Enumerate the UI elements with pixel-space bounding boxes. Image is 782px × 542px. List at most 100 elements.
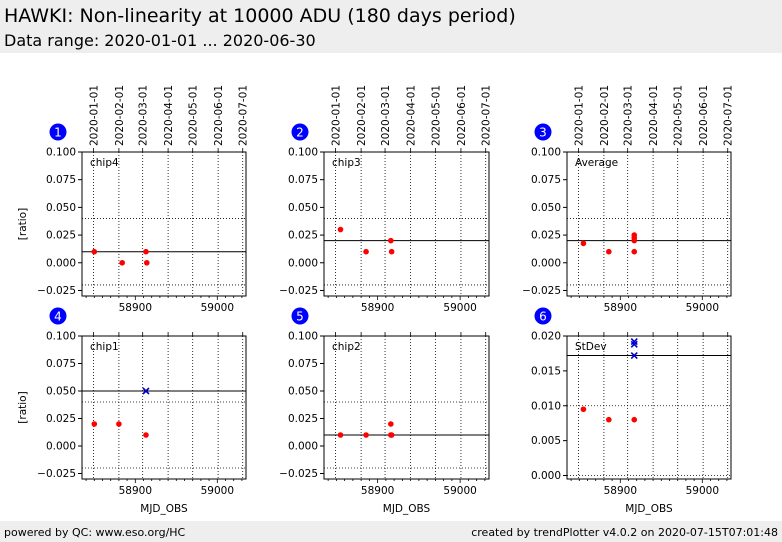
y-tick-label: 0.075 xyxy=(288,358,318,370)
footer-created-by: created by trendPlotter v4.0.2 on 2020-0… xyxy=(471,526,778,539)
x-tick-label: 58900 xyxy=(361,302,394,314)
data-point xyxy=(337,432,344,438)
y-tick-label: −0.025 xyxy=(279,285,318,297)
reference-point-stroke xyxy=(630,351,638,360)
date-tick-label: 2020-05-01 xyxy=(430,85,442,146)
data-point xyxy=(363,248,369,255)
reference-point xyxy=(630,340,638,348)
reference-point-stroke xyxy=(630,338,638,346)
data-point xyxy=(119,259,125,266)
panel-label: chip3 xyxy=(332,157,361,169)
plot-frame xyxy=(323,151,490,297)
y-tick-label: 0.025 xyxy=(46,230,76,242)
date-tick-label: 2020-01-01 xyxy=(573,85,585,146)
y-tick-label: 0.025 xyxy=(531,230,561,242)
date-tick-label: 2020-02-01 xyxy=(356,85,368,146)
y-tick-label: 0.000 xyxy=(288,441,318,453)
plot-area xyxy=(82,336,246,479)
panel-badge xyxy=(49,307,67,325)
data-point xyxy=(631,248,638,255)
panel-4: −0.025 0.000 0.025 0.050 0.075 0.100 58900 5900… xyxy=(17,307,247,515)
x-axis-label: MJD_OBS xyxy=(383,503,431,515)
y-tick-label: 0.005 xyxy=(531,435,561,447)
y-tick-label: 0.100 xyxy=(288,147,318,159)
y-tick-label: 0.015 xyxy=(531,365,561,377)
plot-frame xyxy=(566,151,732,297)
y-tick-label: 0.050 xyxy=(288,202,318,214)
panel-badge xyxy=(534,123,552,141)
y-axis-label: [ratio] xyxy=(17,391,29,423)
y-tick-label: 0.000 xyxy=(46,441,76,453)
y-tick-label: 0.050 xyxy=(46,202,76,214)
panel-label: chip2 xyxy=(332,341,361,353)
y-tick-label: 0.100 xyxy=(531,147,561,159)
plot-frame xyxy=(566,335,732,480)
panel-3: −0.025 0.000 0.025 0.050 0.075 0.100 58900 5900… xyxy=(522,85,735,314)
panel-label: Average xyxy=(575,157,618,169)
panel-badge-number: 1 xyxy=(54,126,62,140)
data-point xyxy=(580,240,587,247)
data-point xyxy=(91,248,98,255)
panel-5: −0.025 0.000 0.025 0.050 0.075 0.100 58900 5900… xyxy=(279,307,490,515)
x-tick-label: 59000 xyxy=(201,302,234,314)
footer-band: powered by QC: www.eso.org/HC created by… xyxy=(0,521,782,542)
data-point xyxy=(606,416,612,423)
y-tick-label: 0.000 xyxy=(531,257,561,269)
data-point xyxy=(116,421,122,427)
date-tick-label: 2020-01-01 xyxy=(331,85,343,146)
y-tick-label: −0.025 xyxy=(37,285,76,297)
date-tick-label: 2020-04-01 xyxy=(406,85,418,146)
x-axis-label: MJD_OBS xyxy=(625,503,673,515)
data-point xyxy=(143,248,149,255)
data-point xyxy=(388,248,395,255)
panel-badge-number: 5 xyxy=(296,310,304,324)
date-tick-label: 2020-02-01 xyxy=(114,85,126,146)
panel-badge xyxy=(291,123,309,141)
header-band: HAWKI: Non-linearity at 10000 ADU (180 d… xyxy=(0,0,782,53)
panel-2: −0.025 0.000 0.025 0.050 0.075 0.100 58900 5900… xyxy=(279,85,493,314)
y-tick-label: 0.075 xyxy=(288,174,318,186)
y-tick-label: 0.000 xyxy=(288,257,318,269)
plot-area xyxy=(324,336,489,479)
y-tick-label: 0.020 xyxy=(531,331,561,343)
panel-label: chip4 xyxy=(90,157,119,169)
reference-point xyxy=(142,387,150,395)
y-tick-label: 0.000 xyxy=(531,470,561,482)
panel-badge xyxy=(291,307,309,325)
y-tick-label: 0.025 xyxy=(46,413,76,425)
plot-area xyxy=(324,152,489,296)
data-point xyxy=(606,248,612,255)
date-tick-label: 2020-04-01 xyxy=(648,85,660,146)
date-tick-label: 2020-03-01 xyxy=(380,85,392,146)
x-tick-label: 59000 xyxy=(443,302,476,314)
y-tick-label: −0.025 xyxy=(279,468,318,480)
y-tick-label: 0.075 xyxy=(46,358,76,370)
y-tick-label: 0.075 xyxy=(46,174,76,186)
date-tick-label: 2020-04-01 xyxy=(163,85,175,146)
data-point xyxy=(143,432,149,438)
date-tick-label: 2020-06-01 xyxy=(456,85,468,146)
x-tick-label: 58900 xyxy=(119,485,152,497)
panel-badge-number: 2 xyxy=(296,126,304,140)
date-tick-label: 2020-01-01 xyxy=(88,85,100,146)
plot-area xyxy=(567,336,731,479)
y-axis-label: [ratio] xyxy=(17,208,29,240)
x-tick-label: 58900 xyxy=(604,302,637,314)
y-tick-label: 0.000 xyxy=(46,257,76,269)
y-tick-label: 0.075 xyxy=(531,174,561,186)
panel-1: −0.025 0.000 0.025 0.050 0.075 0.100 58900 5900… xyxy=(17,85,250,314)
date-tick-label: 2020-06-01 xyxy=(698,85,710,146)
date-tick-label: 2020-06-01 xyxy=(213,85,225,146)
data-point xyxy=(363,432,369,438)
y-tick-label: 0.050 xyxy=(288,386,318,398)
reference-point xyxy=(630,338,638,346)
x-tick-label: 59000 xyxy=(201,485,234,497)
reference-point-stroke xyxy=(142,387,150,395)
y-tick-label: −0.025 xyxy=(37,468,76,480)
plot-frame xyxy=(81,335,247,480)
date-tick-label: 2020-02-01 xyxy=(599,85,611,146)
panel-badge xyxy=(534,307,552,325)
y-tick-label: 0.100 xyxy=(46,147,76,159)
date-tick-label: 2020-07-01 xyxy=(723,85,735,146)
date-tick-label: 2020-03-01 xyxy=(623,85,635,146)
